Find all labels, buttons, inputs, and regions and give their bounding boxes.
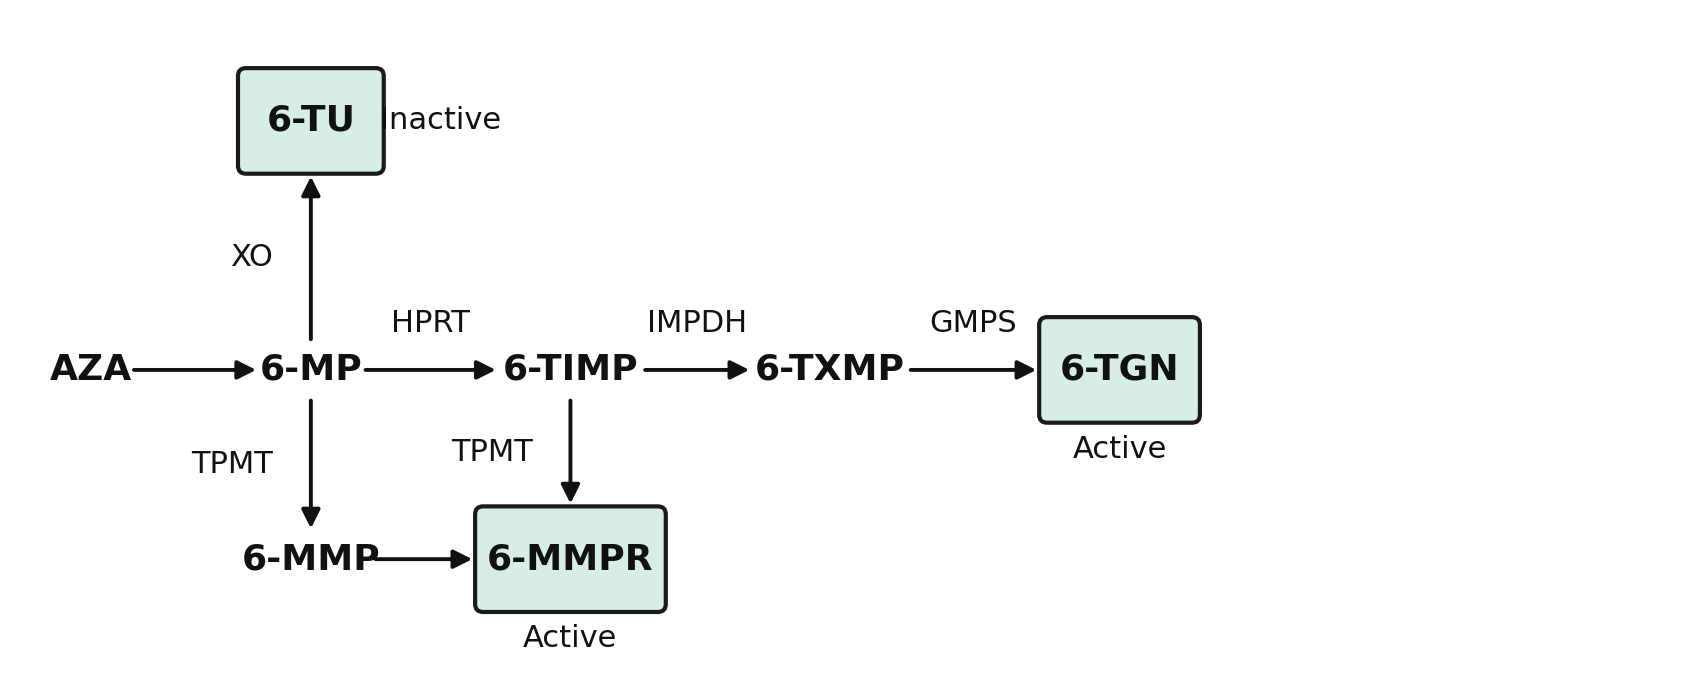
Text: Inactive: Inactive — [381, 106, 502, 135]
Text: 6-TGN: 6-TGN — [1059, 353, 1179, 387]
Text: IMPDH: IMPDH — [647, 309, 748, 338]
Text: Active: Active — [524, 624, 618, 653]
Text: 6-TXMP: 6-TXMP — [754, 353, 904, 387]
Text: TPMT: TPMT — [451, 438, 532, 467]
Text: GMPS: GMPS — [930, 309, 1017, 338]
FancyBboxPatch shape — [475, 506, 665, 612]
Text: 6-MP: 6-MP — [259, 353, 362, 387]
Text: AZA: AZA — [51, 353, 133, 387]
Text: XO: XO — [231, 244, 273, 272]
FancyBboxPatch shape — [237, 68, 384, 174]
Text: 6-TIMP: 6-TIMP — [502, 353, 638, 387]
Text: 6-MMP: 6-MMP — [241, 542, 381, 576]
Text: Active: Active — [1073, 435, 1167, 464]
Text: HPRT: HPRT — [391, 309, 470, 338]
Text: 6-MMPR: 6-MMPR — [487, 542, 653, 576]
Text: TPMT: TPMT — [192, 450, 273, 479]
Text: 6-TU: 6-TU — [266, 104, 355, 138]
FancyBboxPatch shape — [1039, 317, 1201, 423]
